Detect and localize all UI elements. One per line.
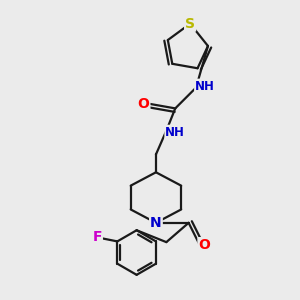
Text: NH: NH xyxy=(195,80,215,93)
Text: F: F xyxy=(92,230,102,244)
Text: NH: NH xyxy=(165,126,185,139)
Text: N: N xyxy=(150,216,162,230)
Text: O: O xyxy=(137,97,149,111)
Text: O: O xyxy=(199,238,210,252)
Text: S: S xyxy=(185,17,195,31)
